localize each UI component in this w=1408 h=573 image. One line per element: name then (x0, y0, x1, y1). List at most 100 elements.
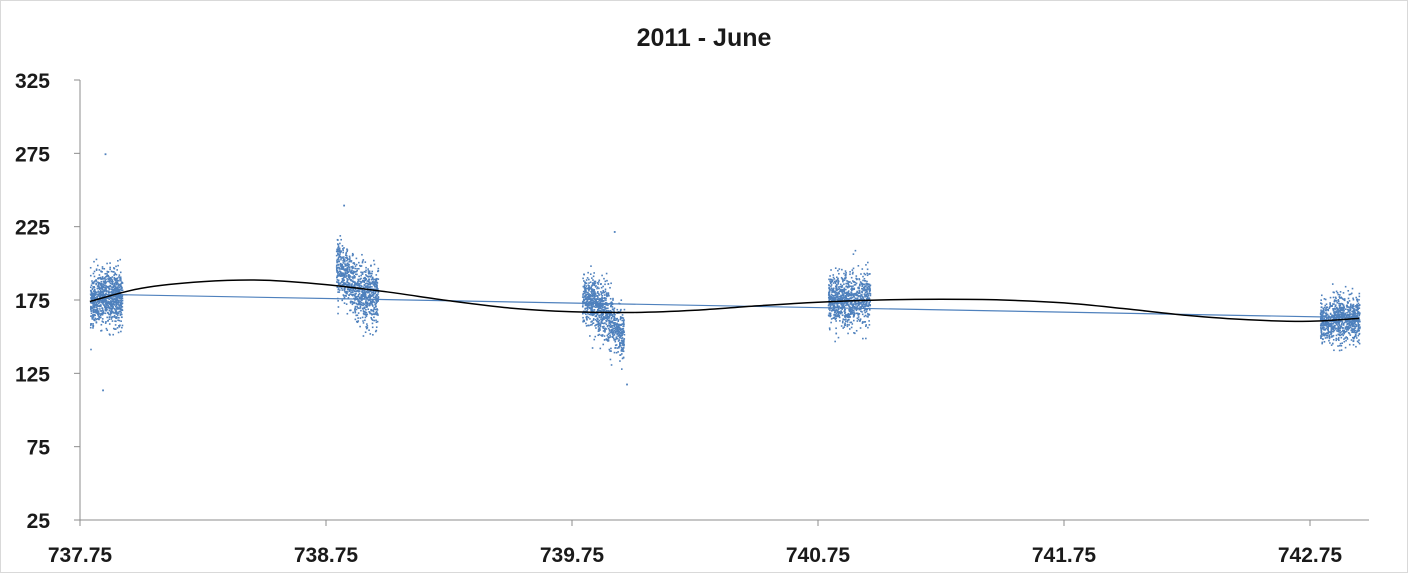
data-point (343, 287, 346, 290)
data-point (93, 260, 95, 263)
data-point (95, 308, 97, 311)
data-point (1326, 314, 1328, 317)
data-point (856, 291, 858, 294)
data-point (1352, 303, 1355, 306)
data-point (338, 273, 341, 275)
data-point (368, 275, 371, 278)
data-point (105, 303, 108, 306)
data-point (98, 286, 101, 288)
data-point (598, 333, 601, 336)
data-point (92, 282, 95, 285)
data-point (346, 291, 349, 293)
data-point (112, 311, 115, 314)
data-point (112, 280, 114, 283)
data-point (584, 282, 587, 285)
data-point (855, 329, 858, 332)
data-point (1339, 329, 1341, 331)
data-point (102, 303, 104, 305)
data-point (849, 321, 851, 324)
data-point (831, 303, 834, 306)
data-point (605, 294, 608, 297)
data-point (1344, 285, 1347, 288)
data-point (341, 257, 343, 259)
data-point (607, 336, 610, 338)
data-point (92, 309, 94, 312)
data-point (342, 280, 345, 282)
data-point (370, 312, 372, 315)
data-point (1348, 306, 1350, 309)
data-point (1356, 319, 1359, 322)
data-point (105, 327, 108, 330)
data-point (600, 291, 602, 293)
data-point (375, 319, 377, 322)
data-point (603, 298, 606, 300)
data-point (852, 293, 854, 296)
data-point (374, 285, 376, 288)
data-point (1327, 308, 1330, 311)
data-point (360, 309, 362, 312)
data-point (863, 321, 866, 323)
data-point (585, 322, 587, 325)
data-point (1333, 311, 1335, 313)
data-point (601, 317, 604, 319)
data-point (115, 300, 118, 303)
data-point (831, 289, 833, 292)
data-point (340, 280, 343, 283)
x-tick-label: 740.75 (786, 544, 851, 567)
data-point (842, 290, 845, 292)
data-point (118, 276, 120, 278)
data-point (865, 289, 867, 292)
data-point (829, 282, 832, 285)
data-point (608, 317, 610, 320)
data-point (1344, 317, 1347, 320)
data-point (599, 324, 602, 326)
data-point (102, 321, 105, 323)
data-point (852, 267, 855, 270)
data-point (360, 274, 362, 277)
data-point (867, 288, 869, 290)
data-point (855, 312, 858, 315)
data-point (623, 333, 626, 336)
data-point (1339, 325, 1341, 328)
data-point (362, 277, 365, 280)
data-point (364, 301, 367, 304)
data-point (368, 311, 370, 313)
data-point (859, 306, 861, 308)
data-point (608, 294, 610, 297)
data-point (586, 293, 589, 296)
data-point (838, 272, 840, 275)
data-point (593, 289, 595, 292)
data-point (363, 281, 366, 284)
data-point (594, 304, 597, 307)
data-point (98, 318, 100, 321)
data-point (113, 288, 116, 291)
data-point (855, 302, 858, 305)
data-point (853, 280, 855, 283)
data-point (1329, 304, 1332, 307)
data-point (337, 300, 339, 302)
data-point (617, 351, 619, 353)
data-point (1340, 306, 1343, 309)
data-point (843, 296, 845, 299)
data-point (834, 294, 837, 297)
data-point (840, 290, 842, 292)
data-point (585, 290, 587, 292)
data-point (1320, 318, 1322, 321)
data-point (837, 313, 840, 315)
data-point (121, 299, 124, 302)
data-point (1355, 337, 1358, 339)
data-point (97, 290, 100, 293)
data-point (112, 315, 114, 318)
data-point (611, 320, 614, 323)
data-point (102, 281, 105, 283)
data-point (363, 270, 366, 273)
data-point (1330, 320, 1332, 322)
data-point (846, 302, 849, 304)
data-point (1346, 308, 1349, 311)
data-point (591, 277, 593, 279)
data-point (612, 334, 615, 337)
data-point (595, 301, 598, 303)
data-point (336, 281, 339, 284)
data-point (594, 324, 596, 327)
data-point (593, 338, 596, 341)
